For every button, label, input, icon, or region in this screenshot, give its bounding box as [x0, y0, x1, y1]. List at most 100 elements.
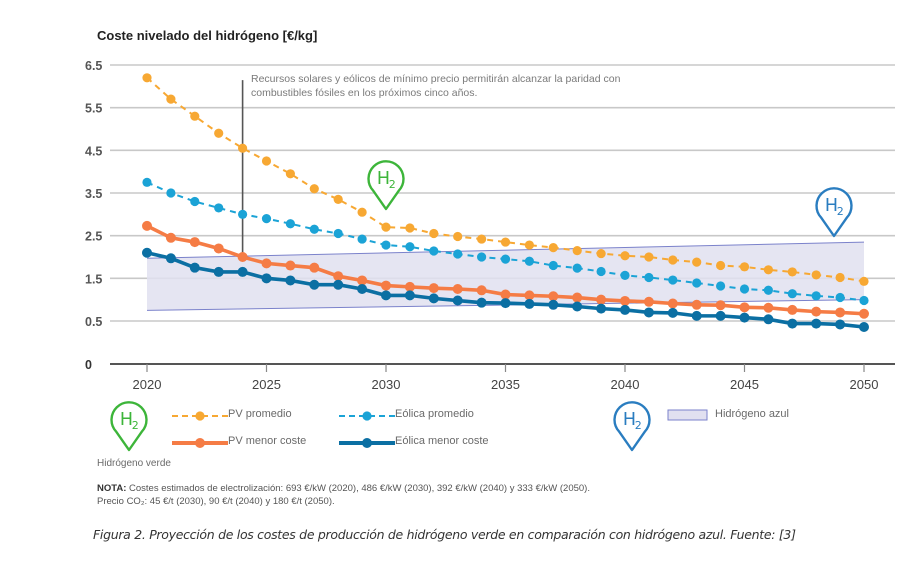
data-point-eolica-menor-coste — [787, 318, 798, 329]
data-point-pv-menor-coste — [428, 283, 439, 294]
green-h2-pin-icon-subscript: 2 — [389, 178, 396, 191]
data-point-pv-promedio — [429, 228, 439, 239]
data-point-pv-promedio — [716, 260, 726, 271]
y-tick-label: 3.5 — [85, 187, 102, 201]
data-point-eolica-menor-coste — [309, 279, 320, 290]
legend-label-hidrogeno-azul: Hidrógeno azul — [715, 408, 789, 420]
data-point-eolica-menor-coste — [643, 307, 654, 318]
data-point-pv-promedio — [500, 237, 511, 247]
green-h2-pin-icon: H2 — [367, 160, 405, 211]
legend-swatch-marker — [195, 411, 205, 421]
x-tick-label: 2020 — [133, 377, 162, 392]
data-point-pv-promedio — [238, 143, 248, 153]
data-point-pv-promedio — [524, 240, 535, 250]
data-point-eolica-promedio — [692, 278, 702, 288]
data-point-pv-promedio — [309, 184, 319, 194]
data-point-pv-promedio — [214, 128, 224, 138]
y-tick-label: 6.5 — [85, 59, 102, 73]
data-point-pv-promedio — [453, 231, 463, 242]
data-point-eolica-menor-coste — [715, 310, 726, 321]
data-point-pv-menor-coste — [620, 295, 630, 306]
data-point-eolica-promedio — [405, 242, 415, 252]
data-point-eolica-promedio — [285, 219, 295, 229]
data-point-pv-menor-coste — [715, 300, 726, 311]
y-tick-label: 0 — [85, 358, 92, 372]
chart-annotation: Recursos solares y eólicos de mínimo pre… — [251, 72, 620, 100]
annotation-line-1: Recursos solares y eólicos de mínimo pre… — [251, 73, 621, 85]
data-point-eolica-menor-coste — [476, 297, 487, 308]
y-tick-label: 1.5 — [85, 272, 102, 286]
x-tick-label: 2030 — [372, 377, 401, 392]
data-point-eolica-menor-coste — [572, 301, 583, 312]
y-tick-label: 2.5 — [85, 230, 102, 244]
data-point-pv-promedio — [381, 222, 391, 232]
data-point-pv-menor-coste — [165, 232, 176, 243]
x-tick-label: 2045 — [730, 377, 759, 392]
data-point-pv-promedio — [835, 272, 845, 283]
legend-swatch-band — [667, 409, 708, 421]
data-point-eolica-promedio — [668, 275, 678, 285]
data-point-eolica-menor-coste — [189, 262, 200, 273]
y-tick-label: 0.5 — [85, 315, 102, 329]
data-point-pv-menor-coste — [261, 258, 272, 269]
data-point-eolica-promedio — [500, 254, 511, 264]
chart-title: Coste nivelado del hidrógeno [€/kg] — [97, 28, 318, 43]
data-point-pv-menor-coste — [285, 260, 296, 271]
data-point-pv-promedio — [596, 248, 606, 259]
data-point-eolica-promedio — [620, 270, 630, 280]
data-point-pv-promedio — [572, 246, 582, 256]
data-point-pv-menor-coste — [237, 252, 248, 262]
blue-h2-pin-icon-outline — [815, 187, 853, 238]
x-tick-label: 2035 — [491, 377, 520, 392]
data-point-eolica-promedio — [477, 252, 487, 262]
legend-blue-h2-icon-subscript: 2 — [635, 419, 642, 432]
note-bold: NOTA: — [97, 483, 127, 494]
legend-green-h2-icon: H2 — [110, 401, 148, 452]
legend-blue-h2-icon-outline — [613, 401, 651, 452]
blue-h2-pin-icon-subscript: 2 — [837, 205, 844, 218]
legend-blue-h2-icon-text: H — [623, 410, 636, 430]
legend-blue-h2-icon: H2 — [613, 401, 651, 452]
note-line-1: NOTA: Costes estimados de electrolizació… — [97, 482, 590, 495]
data-point-pv-promedio — [190, 111, 200, 121]
green-h2-pin-icon-text: H — [377, 169, 390, 189]
data-point-eolica-menor-coste — [285, 275, 296, 286]
data-point-eolica-menor-coste — [524, 298, 535, 309]
legend-label-pv-menor-coste: PV menor coste — [228, 435, 307, 447]
data-point-pv-menor-coste — [739, 302, 750, 313]
data-point-eolica-menor-coste — [500, 298, 511, 309]
data-point-eolica-menor-coste — [428, 293, 439, 304]
legend-green-h2-icon-outline — [110, 401, 148, 452]
data-point-eolica-menor-coste — [835, 319, 846, 330]
data-point-pv-menor-coste — [763, 302, 774, 313]
data-point-eolica-promedio — [572, 263, 582, 273]
data-point-eolica-promedio — [763, 285, 774, 295]
data-point-pv-promedio — [405, 223, 415, 233]
green-h2-pin-icon-outline — [367, 160, 405, 211]
data-point-eolica-menor-coste — [620, 304, 630, 315]
legend-label-eolica-promedio: Eólica promedio — [395, 408, 474, 420]
legend-label-eolica-menor-coste: Eólica menor coste — [395, 435, 489, 447]
data-point-pv-promedio — [763, 265, 774, 275]
data-point-pv-menor-coste — [691, 299, 702, 310]
data-point-eolica-promedio — [811, 291, 821, 301]
data-point-pv-promedio — [142, 73, 152, 83]
note-text-1: Costes estimados de electrolización: 693… — [126, 483, 590, 494]
blue-h2-pin-icon: H2 — [815, 187, 853, 238]
data-point-pv-menor-coste — [452, 284, 463, 294]
data-point-pv-promedio — [548, 243, 558, 253]
data-point-pv-menor-coste — [309, 262, 320, 273]
legend-label-hidrogeno-verde: Hidrógeno verde — [97, 458, 171, 469]
data-point-pv-promedio — [166, 94, 176, 104]
data-point-pv-menor-coste — [835, 307, 846, 318]
data-point-eolica-menor-coste — [667, 307, 678, 318]
data-point-eolica-promedio — [548, 260, 558, 271]
figure-caption: Figura 2. Proyección de los costes de pr… — [93, 527, 796, 542]
data-point-pv-promedio — [811, 270, 821, 280]
data-point-pv-promedio — [261, 156, 272, 166]
legend-swatch-marker — [362, 438, 372, 448]
band-upper-edge — [146, 241, 865, 259]
data-point-pv-promedio — [357, 207, 367, 217]
data-point-pv-menor-coste — [189, 237, 200, 248]
data-point-eolica-promedio — [429, 246, 439, 256]
